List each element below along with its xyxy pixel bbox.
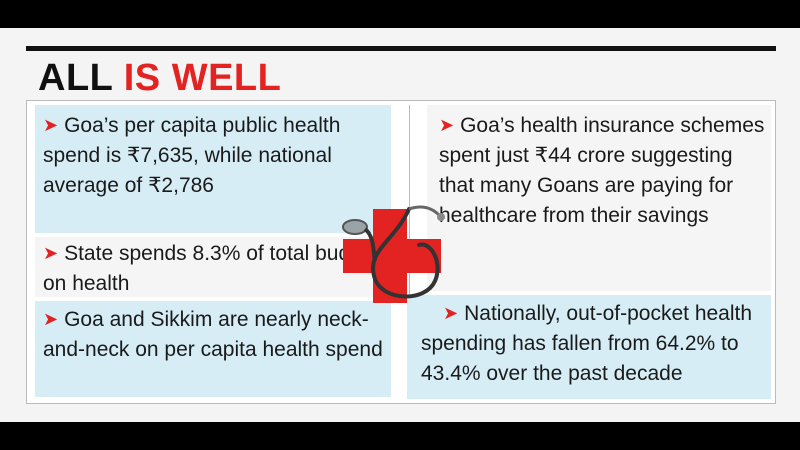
headline-part-red: IS WELL xyxy=(123,57,282,99)
fact-box-insurance: ➤ Goa’s health insurance schemes spent ju… xyxy=(427,105,771,291)
arrow-right-icon: ➤ xyxy=(443,303,459,323)
fact-text: Goa and Sikkim are nearly neck-and-neck … xyxy=(43,308,383,361)
fact-text: Nationally, out-of-pocket health spendin… xyxy=(421,302,753,385)
fact-text: Goa’s per capita public health spend is … xyxy=(43,114,341,197)
fact-text: Goa’s health insurance schemes spent jus… xyxy=(439,114,765,227)
arrow-right-icon: ➤ xyxy=(43,115,59,135)
fact-box-per-capita: ➤ Goa’s per capita public health spend is… xyxy=(35,105,391,233)
fact-box-goa-sikkim: ➤ Goa and Sikkim are nearly neck-and-neck… xyxy=(35,301,391,397)
headline: ALL IS WELL xyxy=(38,58,281,98)
fact-box-out-of-pocket: ➤ Nationally, out-of-pocket health spendi… xyxy=(407,295,771,399)
arrow-right-icon: ➤ xyxy=(43,243,59,263)
fact-box-budget-share: ➤ State spends 8.3% of total budget on he… xyxy=(35,237,391,297)
headline-part-black: ALL xyxy=(38,57,124,99)
content-frame: ➤ Goa’s per capita public health spend is… xyxy=(26,100,776,404)
top-rule xyxy=(26,46,776,51)
red-cross-stethoscope-icon xyxy=(342,205,445,303)
arrow-right-icon: ➤ xyxy=(43,309,59,329)
fact-text: State spends 8.3% of total budget on hea… xyxy=(43,242,380,295)
infographic-card: ALL IS WELL ➤ Goa’s per capita public hea… xyxy=(0,28,800,422)
arrow-right-icon: ➤ xyxy=(439,115,455,135)
